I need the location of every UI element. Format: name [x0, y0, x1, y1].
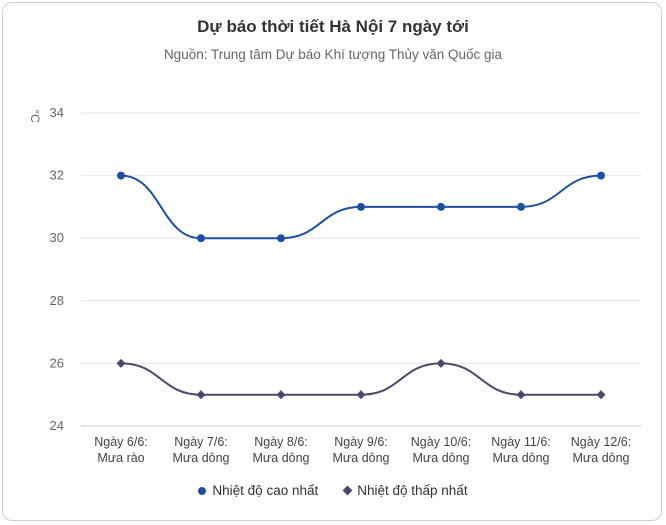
y-tick-label: 34 [50, 105, 64, 120]
x-tick-label: Ngày 12/6: Mưa dông [571, 435, 631, 465]
x-tick-label: Ngày 10/6: Mưa dông [411, 435, 471, 465]
chart-frame [2, 2, 662, 521]
data-point-low [356, 390, 366, 400]
x-tick-label: Ngày 8/6: Mưa dông [252, 435, 309, 465]
y-tick-label: 24 [50, 418, 64, 433]
y-tick-label: 28 [50, 293, 64, 308]
y-axis-label: °C [28, 109, 42, 123]
chart-subtitle: Nguồn: Trung tâm Dự báo Khí tượng Thủy v… [163, 47, 503, 62]
legend-item-low[interactable]: Nhiệt độ thấp nhất [342, 483, 468, 498]
x-tick-label: Ngày 7/6: Mưa dông [172, 435, 229, 465]
data-point-low [196, 390, 206, 400]
y-tick-label: 30 [50, 230, 64, 245]
data-point-low [596, 390, 606, 400]
y-tick-label: 32 [50, 168, 64, 183]
data-point-high [117, 171, 125, 180]
data-point-high [357, 202, 365, 211]
chart-legend: Nhiệt độ cao nhất Nhiệt độ thấp nhất [0, 483, 666, 498]
data-point-high [277, 234, 285, 243]
legend-circle-marker [198, 486, 207, 495]
data-point-high [597, 171, 605, 180]
legend-diamond-marker [342, 485, 353, 496]
data-point-high [517, 202, 525, 211]
data-point-low [276, 390, 286, 400]
x-tick-label: Ngày 6/6: Mưa rào [94, 435, 148, 465]
data-point-low [516, 390, 526, 400]
data-point-high [197, 234, 205, 243]
x-tick-label: Ngày 9/6: Mưa dông [332, 435, 389, 465]
legend-label-low: Nhiệt độ thấp nhất [357, 483, 468, 498]
data-point-low [116, 358, 126, 368]
series-line-low [120, 362, 601, 396]
x-tick-label: Ngày 11/6: Mưa dông [491, 435, 551, 465]
data-point-high [437, 202, 445, 211]
legend-item-high[interactable]: Nhiệt độ cao nhất [198, 483, 318, 498]
data-point-low [436, 358, 446, 368]
y-tick-label: 26 [50, 355, 64, 370]
chart-title: Dự báo thời tiết Hà Nội 7 ngày tới [197, 17, 469, 36]
legend-label-high: Nhiệt độ cao nhất [212, 483, 319, 498]
